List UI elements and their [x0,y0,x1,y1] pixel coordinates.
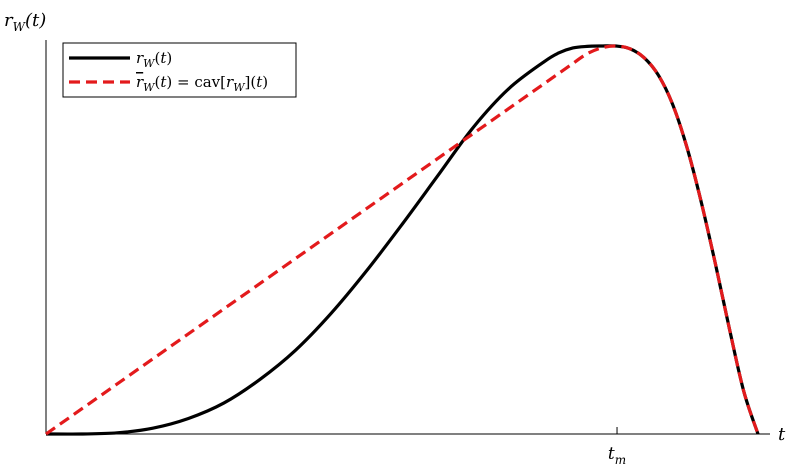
legend-label-cav-rw: rW(t) = cav[rW](t) [136,73,268,94]
x-tick-label-tm: tm [608,444,626,467]
legend-box [62,42,297,98]
series-line-rw [45,44,760,436]
series-line-cav-rw [45,44,760,436]
x-axis-label: t [778,424,786,445]
y-axis-label: rW(t) [4,10,46,34]
legend-label-rw: rW(t) [136,49,172,70]
legend: rW(t) rW(t) = cav[rW](t) [62,42,297,98]
